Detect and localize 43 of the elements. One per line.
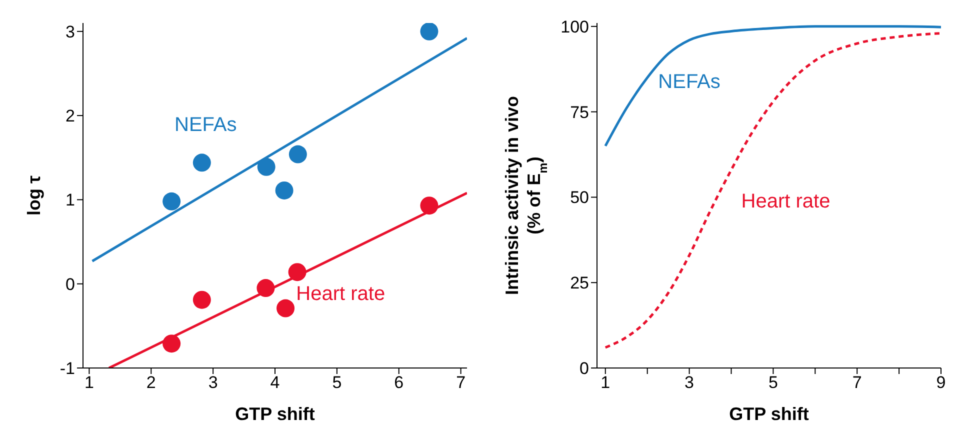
- line-series: [604, 25, 941, 148]
- point: [275, 181, 294, 200]
- x-tick-label: 3: [208, 373, 218, 392]
- x-tick-label: 6: [394, 373, 404, 392]
- point: [257, 158, 276, 176]
- point: [276, 299, 295, 318]
- point: [256, 279, 275, 298]
- x-tick-label: 9: [936, 373, 946, 392]
- x-tick-label: 5: [332, 373, 342, 392]
- y-tick-label: 25: [570, 274, 589, 293]
- series-label: Heart rate: [741, 190, 830, 213]
- line-series: [604, 32, 941, 349]
- y-tick-label: 2: [66, 106, 75, 126]
- y-tick-label: 100: [560, 17, 589, 36]
- point: [288, 145, 307, 164]
- series-label: NEFAs: [658, 71, 720, 94]
- x-tick-label: 7: [456, 373, 466, 392]
- point: [192, 290, 211, 309]
- y-tick-label: 0: [66, 274, 75, 294]
- point: [162, 334, 181, 353]
- x-tick-label: 3: [684, 373, 694, 392]
- x-axis-title: GTP shift: [729, 404, 809, 424]
- x-tick-label: 1: [84, 373, 94, 392]
- point: [420, 23, 438, 40]
- point: [162, 192, 181, 210]
- x-tick-label: 1: [600, 373, 610, 392]
- point: [288, 263, 306, 282]
- x-tick-label: 5: [768, 373, 778, 392]
- point: [420, 196, 438, 215]
- y-tick-label: -1: [60, 359, 75, 378]
- y-tick-label: 75: [570, 102, 589, 122]
- series-label: NEFAs: [174, 114, 237, 136]
- y-tick-label: 1: [66, 190, 75, 210]
- y-tick-label: 50: [570, 188, 589, 208]
- y-tick-label: 3: [66, 22, 75, 42]
- x-axis-title: GTP shift: [235, 404, 315, 424]
- y-axis-title: log τ: [24, 175, 44, 216]
- point: [192, 154, 211, 172]
- x-tick-label: 2: [146, 373, 156, 392]
- x-tick-label: 4: [270, 373, 280, 392]
- y-tick-label: 0: [580, 359, 589, 378]
- series-label: Heart rate: [296, 283, 386, 306]
- x-tick-label: 7: [852, 373, 862, 392]
